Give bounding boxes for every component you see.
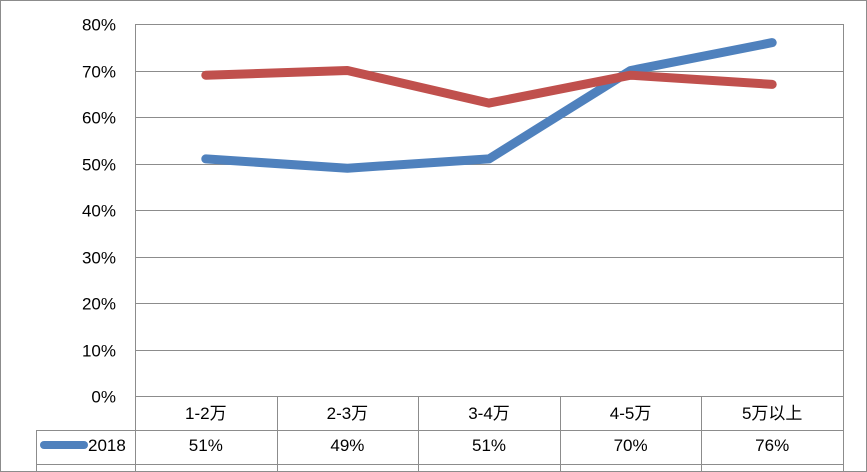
legend-series-name: 2018 bbox=[88, 436, 126, 455]
y-tick-label: 10% bbox=[82, 342, 116, 361]
y-tick-label: 0% bbox=[91, 388, 116, 407]
data-label: 49% bbox=[330, 436, 364, 455]
y-tick-label: 80% bbox=[82, 16, 116, 35]
x-category-label: 2-3万 bbox=[327, 404, 369, 423]
x-category-label: 4-5万 bbox=[610, 404, 652, 423]
data-label: 51% bbox=[472, 436, 506, 455]
x-category-label: 1-2万 bbox=[185, 404, 227, 423]
y-tick-label: 40% bbox=[82, 202, 116, 221]
data-label: 70% bbox=[614, 436, 648, 455]
data-table: 1-2万 2-3万 3-4万 4-5万 5万以上 2018 51% 49% 51% 70% 76% bbox=[36, 396, 844, 472]
data-label: 76% bbox=[755, 436, 789, 455]
x-category-label: 5万以上 bbox=[742, 404, 802, 423]
y-axis-tick-labels: 0% 10% 20% 30% 40% 50% 60% 70% 80% bbox=[82, 16, 116, 407]
y-tick-label: 60% bbox=[82, 109, 116, 128]
y-tick-label: 20% bbox=[82, 295, 116, 314]
y-tick-label: 70% bbox=[82, 63, 116, 82]
series-line bbox=[201, 66, 777, 108]
x-category-label: 3-4万 bbox=[468, 404, 510, 423]
series-lines bbox=[201, 38, 777, 173]
y-tick-label: 50% bbox=[82, 156, 116, 175]
y-tick-label: 30% bbox=[82, 249, 116, 268]
data-label: 51% bbox=[189, 436, 223, 455]
